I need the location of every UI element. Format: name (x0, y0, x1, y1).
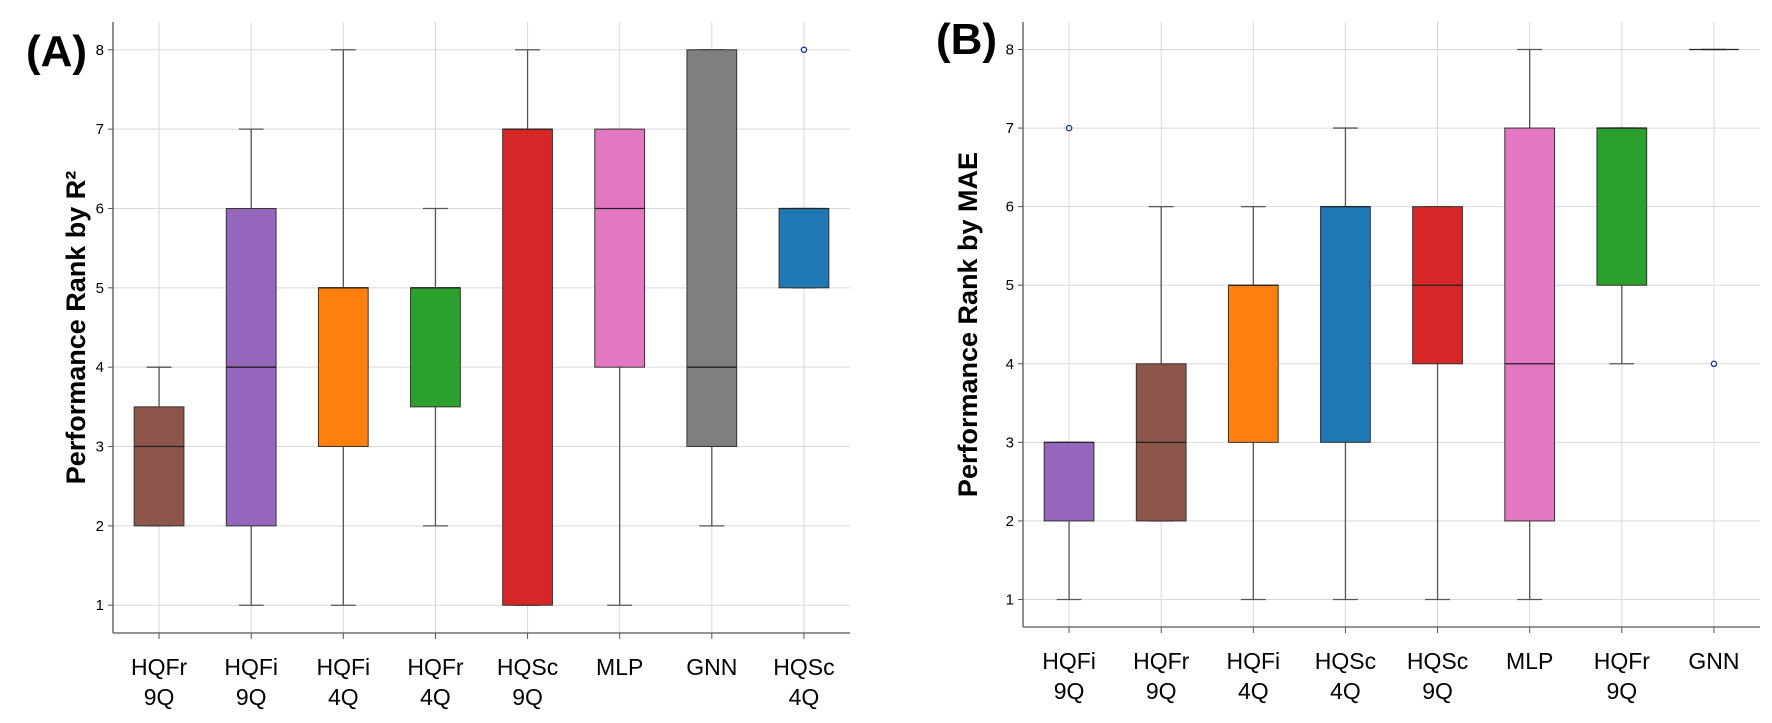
x-tick-label: MLP (596, 654, 643, 680)
box-hqfr-9q (133, 406, 185, 527)
x-tick-label: HQFi (1226, 648, 1280, 674)
panel-label: (B) (936, 15, 997, 64)
x-tick-label-line2: 4Q (1238, 678, 1269, 704)
outlier-point (1065, 124, 1073, 132)
y-tick-label: 5 (1006, 277, 1014, 294)
y-tick-label: 1 (1006, 592, 1014, 609)
x-tick-label: HQFr (1133, 648, 1190, 674)
box-mlp (594, 128, 646, 368)
x-tick-label: HQSc (1407, 648, 1468, 674)
y-tick-label: 8 (1006, 42, 1014, 59)
x-tick-label: HQFr (407, 654, 464, 680)
x-tick-label: HQSc (773, 654, 834, 680)
x-tick-label: GNN (1688, 648, 1739, 674)
y-tick-label: 4 (1006, 356, 1014, 373)
x-tick-label: HQFi (224, 654, 278, 680)
y-tick-label: 6 (96, 200, 104, 217)
y-tick-label: 4 (96, 359, 104, 376)
y-tick-label: 2 (1006, 513, 1014, 530)
x-tick-label: HQFr (1594, 648, 1651, 674)
y-tick-label: 3 (96, 439, 104, 456)
panel-b: 1 2 3 4 5 6 7 8 HQFi 9Q HQFr 9Q HQFi 4Q HQSc 4Q HQSc 9Q ML… (936, 15, 1760, 704)
outlier-point (1710, 360, 1718, 368)
x-tick-label-line2: 4Q (328, 684, 359, 710)
panel-label: (A) (26, 27, 87, 76)
y-tick-label: 7 (96, 121, 104, 138)
box-hqfi-9q (1043, 441, 1095, 522)
y-tick-label: 3 (1006, 434, 1014, 451)
box-hqfr-4q (410, 287, 461, 408)
box-mlp (1504, 127, 1556, 522)
x-tick-label: GNN (686, 654, 737, 680)
x-tick-label: HQFi (1042, 648, 1096, 674)
x-tick-label-line2: 9Q (1422, 678, 1453, 704)
x-tick-label: HQSc (497, 654, 558, 680)
box-hqfi-4q (1227, 284, 1279, 443)
y-tick-label: 2 (96, 518, 104, 535)
y-axis-label: Performance Rank by R² (61, 171, 91, 485)
y-tick-label: 6 (1006, 199, 1014, 216)
y-tick-label: 8 (96, 42, 104, 59)
x-tick-label-line2: 9Q (236, 684, 267, 710)
box-hqfr-9q (1596, 127, 1648, 286)
x-tick-label: HQFr (131, 654, 188, 680)
box-hqsc-9q (502, 128, 553, 606)
x-tick-label: HQSc (1315, 648, 1376, 674)
x-tick-label-line2: 9Q (512, 684, 543, 710)
x-tick-label-line2: 4Q (1330, 678, 1361, 704)
y-tick-label: 1 (96, 597, 104, 614)
x-tick-label-line2: 9Q (1146, 678, 1177, 704)
x-tick-label-line2: 9Q (1606, 678, 1637, 704)
y-tick-label: 5 (96, 280, 104, 297)
y-tick-label: 7 (1006, 120, 1014, 137)
y-axis-label: Performance Rank by MAE (953, 152, 983, 497)
x-tick-label: HQFi (316, 654, 370, 680)
x-tick-label-line2: 4Q (420, 684, 451, 710)
box-hqsc-4q (1320, 206, 1371, 443)
box-hqfi-4q (317, 287, 369, 448)
outlier-point (800, 46, 808, 54)
box-gnn (686, 49, 738, 448)
x-tick-label-line2: 9Q (1054, 678, 1085, 704)
x-tick-label: MLP (1506, 648, 1553, 674)
panel-a: 1 2 3 4 5 6 7 8 HQFr 9Q HQFi 9Q HQFi 4Q HQFr 4Q HQSc 9Q ML… (26, 22, 850, 710)
box-hqsc-4q (778, 207, 830, 289)
x-tick-label-line2: 9Q (144, 684, 175, 710)
x-tick-label-line2: 4Q (789, 684, 820, 710)
